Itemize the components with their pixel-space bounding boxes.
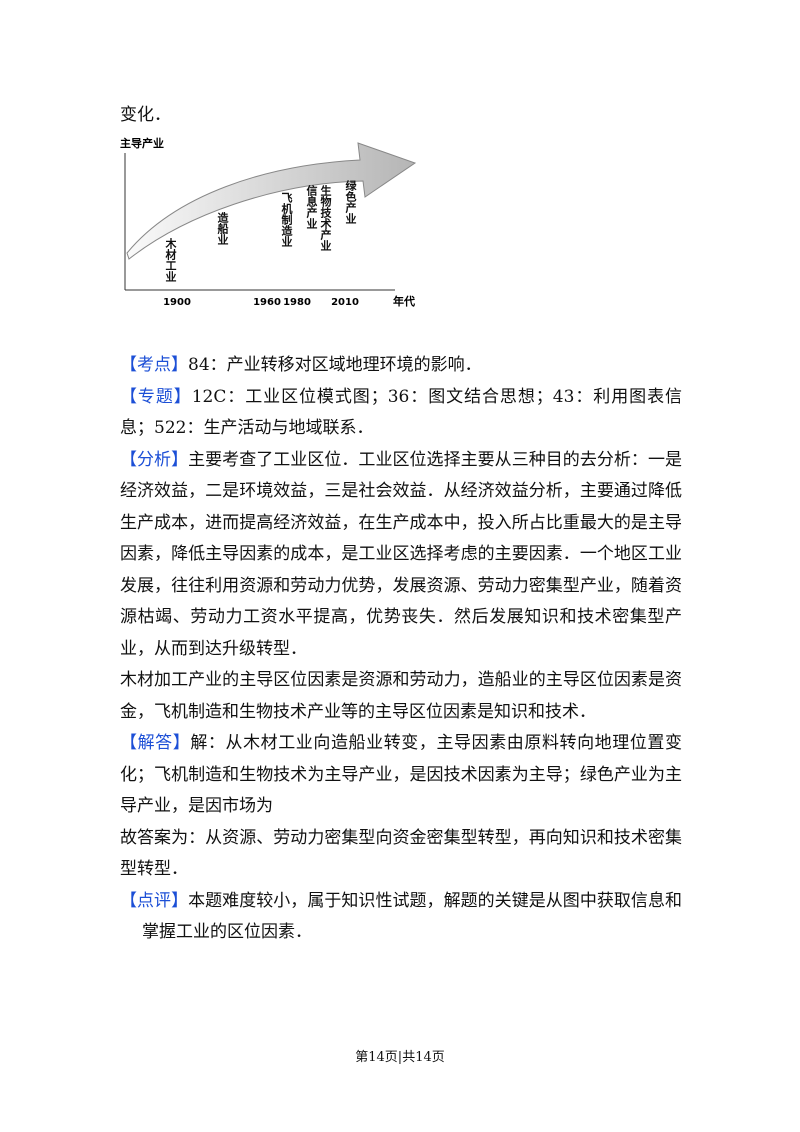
section-text: 主要考查了工业区位．工业区位选择主要从三种目的去分析：一是经济效益，二是环境效益… bbox=[120, 449, 682, 659]
paragraph: 【分析】主要考查了工业区位．工业区位选择主要从三种目的去分析：一是经济效益，二是… bbox=[120, 445, 682, 666]
industry-diagram: 主导产业 年代 1900 1960 1980 2010 bbox=[120, 136, 417, 308]
section-label: 【专题】 bbox=[120, 386, 192, 407]
year-label: 2010 bbox=[331, 297, 359, 308]
industry-label: 飞机制造业 bbox=[280, 192, 293, 247]
year-label: 1980 bbox=[283, 297, 311, 308]
x-axis-label: 年代 bbox=[393, 294, 415, 308]
arrow bbox=[126, 142, 417, 260]
page-footer: 第14页|共14页 bbox=[355, 1050, 445, 1065]
section-label: 【点评】 bbox=[120, 890, 189, 911]
paragraph: 【专题】12C：工业区位模式图；36：图文结合思想；43：利用图表信息；522：… bbox=[120, 382, 682, 445]
industry-label: 信息产业 bbox=[305, 185, 318, 229]
section-text: 84：产业转移对区域地理环境的影响． bbox=[188, 355, 482, 375]
paragraph: 【解答】解：从木材工业向造船业转变，主导因素由原料转向地理位置变化；飞机制造和生… bbox=[120, 728, 682, 823]
industry-label: 造船业 bbox=[216, 212, 229, 245]
section-text: 解：从木材工业向造船业转变，主导因素由原料转向地理位置变化；飞机制造和生物技术为… bbox=[120, 733, 683, 816]
industry-label: 绿色产业 bbox=[344, 180, 357, 224]
section-label: 【分析】 bbox=[120, 449, 189, 470]
year-label: 1900 bbox=[163, 297, 191, 308]
paragraph: 故答案为：从资源、劳动力密集型向资金密集型转型，再向知识和技术密集型转型． bbox=[120, 823, 682, 886]
y-axis-label: 主导产业 bbox=[120, 136, 164, 150]
paragraph: 木材加工产业的主导区位因素是资源和劳动力，造船业的主导区位因素是资金，飞机制造和… bbox=[120, 665, 682, 728]
industry-label: 木材工业 bbox=[164, 238, 177, 282]
paragraph: 【考点】84：产业转移对区域地理环境的影响． bbox=[120, 350, 682, 382]
year-label: 1960 bbox=[253, 297, 281, 308]
section-text: 12C：工业区位模式图；36：图文结合思想；43：利用图表信息；522：生产活动… bbox=[120, 386, 682, 439]
section-text: 木材加工产业的主导区位因素是资源和劳动力，造船业的主导区位因素是资金，飞机制造和… bbox=[120, 670, 682, 722]
industry-label: 生物技术产业 bbox=[319, 185, 332, 251]
section-label: 【解答】 bbox=[120, 733, 191, 753]
intro-text: 变化． bbox=[120, 105, 171, 125]
section-label: 【考点】 bbox=[120, 355, 188, 375]
paragraph: 【点评】本题难度较小，属于知识性试题，解题的关键是从图中获取信息和掌握工业的区位… bbox=[120, 886, 682, 949]
section-text: 故答案为：从资源、劳动力密集型向资金密集型转型，再向知识和技术密集型转型． bbox=[120, 827, 682, 880]
body-text: 【考点】84：产业转移对区域地理环境的影响． 【专题】12C：工业区位模式图；36… bbox=[120, 350, 682, 949]
section-text: 本题难度较小，属于知识性试题，解题的关键是从图中获取信息和掌握工业的区位因素． bbox=[142, 890, 682, 943]
